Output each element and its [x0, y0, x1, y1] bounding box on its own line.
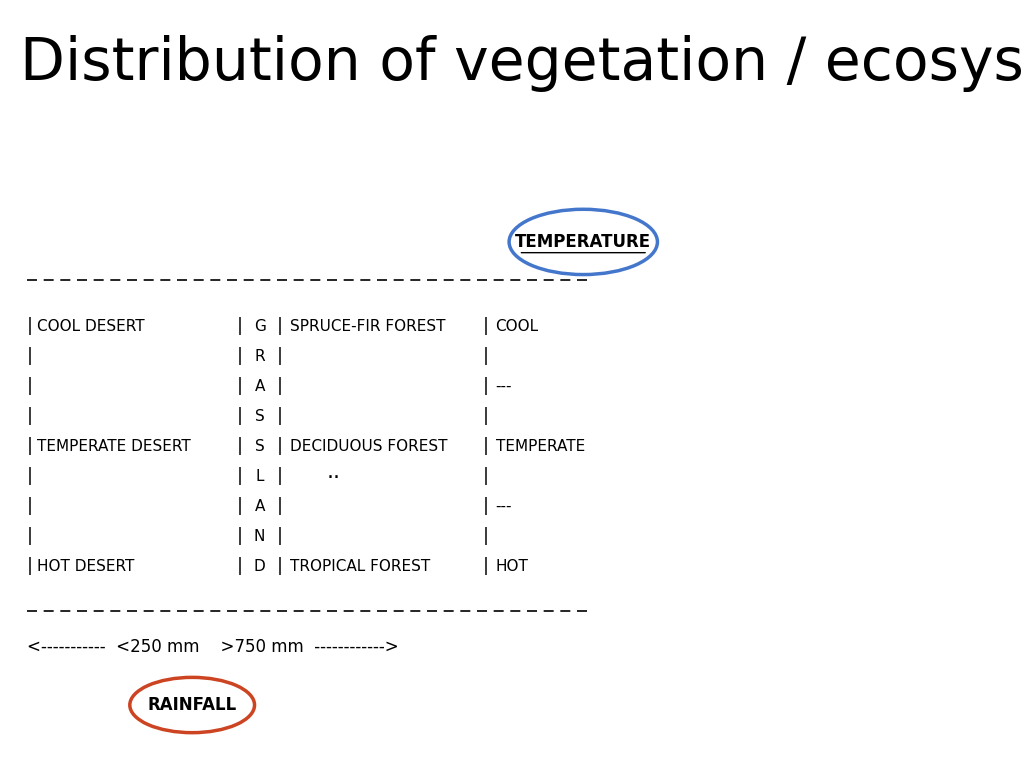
Text: |: |	[237, 557, 243, 575]
Text: RAINFALL: RAINFALL	[147, 696, 237, 714]
Text: |: |	[482, 527, 488, 545]
Text: TEMPERATE: TEMPERATE	[496, 439, 585, 454]
Text: TEMPERATURE: TEMPERATURE	[515, 233, 651, 251]
Text: |: |	[237, 377, 243, 396]
Text: |: |	[237, 347, 243, 366]
Text: |: |	[27, 407, 33, 425]
Text: A: A	[254, 379, 265, 394]
Text: COOL: COOL	[496, 319, 539, 334]
Text: |: |	[237, 467, 243, 485]
Text: |: |	[237, 527, 243, 545]
Text: |: |	[27, 377, 33, 396]
Text: |: |	[482, 497, 488, 515]
Text: Distribution of vegetation / ecosystem: Distribution of vegetation / ecosystem	[20, 35, 1024, 92]
Text: |: |	[482, 377, 488, 396]
Text: |: |	[482, 407, 488, 425]
Text: |: |	[237, 437, 243, 455]
Text: |: |	[276, 497, 283, 515]
Text: TROPICAL FOREST: TROPICAL FOREST	[290, 558, 430, 574]
Text: TEMPERATE DESERT: TEMPERATE DESERT	[37, 439, 190, 454]
Text: |: |	[276, 347, 283, 366]
Text: |: |	[482, 557, 488, 575]
Text: DECIDUOUS FOREST: DECIDUOUS FOREST	[290, 439, 447, 454]
Text: <-----------  <250 mm    >750 mm  ------------>: <----------- <250 mm >750 mm -----------…	[27, 637, 398, 656]
Text: |: |	[27, 467, 33, 485]
Text: |: |	[237, 497, 243, 515]
Text: S: S	[255, 439, 264, 454]
Text: |: |	[27, 527, 33, 545]
Text: L: L	[255, 468, 264, 484]
Text: SPRUCE-FIR FOREST: SPRUCE-FIR FOREST	[290, 319, 445, 334]
Text: |: |	[276, 407, 283, 425]
Text: |: |	[276, 317, 283, 336]
Text: COOL DESERT: COOL DESERT	[37, 319, 144, 334]
Text: |: |	[482, 317, 488, 336]
Text: HOT: HOT	[496, 558, 528, 574]
Text: |: |	[276, 437, 283, 455]
Text: ---: ---	[496, 498, 512, 514]
Text: |: |	[276, 557, 283, 575]
Text: N: N	[254, 528, 265, 544]
Text: |: |	[276, 377, 283, 396]
Text: |: |	[27, 317, 33, 336]
Text: |: |	[237, 407, 243, 425]
Text: S: S	[255, 409, 264, 424]
Text: HOT DESERT: HOT DESERT	[37, 558, 134, 574]
Text: ··: ··	[327, 468, 341, 488]
Text: |: |	[276, 527, 283, 545]
Text: |: |	[482, 437, 488, 455]
Text: |: |	[276, 467, 283, 485]
Text: D: D	[254, 558, 265, 574]
Text: G: G	[254, 319, 265, 334]
Text: R: R	[254, 349, 265, 364]
Text: |: |	[482, 347, 488, 366]
Text: |: |	[27, 557, 33, 575]
Text: |: |	[27, 437, 33, 455]
Text: A: A	[254, 498, 265, 514]
Text: |: |	[237, 317, 243, 336]
Text: |: |	[27, 497, 33, 515]
Text: ---: ---	[496, 379, 512, 394]
Text: |: |	[27, 347, 33, 366]
Text: |: |	[482, 467, 488, 485]
